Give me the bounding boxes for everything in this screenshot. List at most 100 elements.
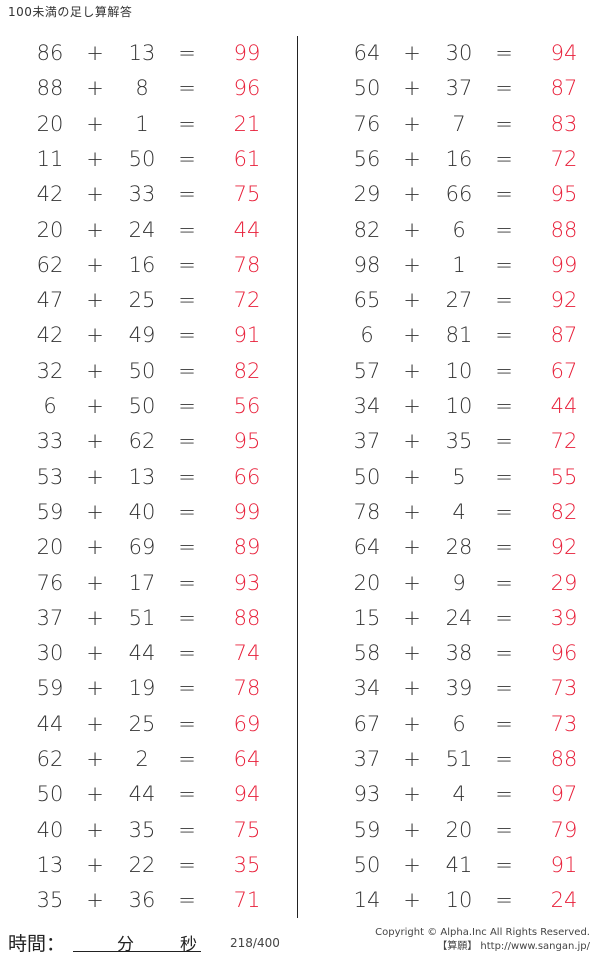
equals-sign: =	[495, 323, 513, 348]
answer: 92	[550, 535, 578, 560]
addend-a: 20	[36, 535, 64, 560]
answer: 72	[233, 288, 261, 313]
addend-b: 27	[445, 288, 473, 313]
problem-row: 50 +41 = 91	[354, 850, 600, 880]
problem-row: 82 +6 = 88	[354, 215, 600, 245]
addend-a: 14	[353, 888, 381, 913]
plus-sign: +	[403, 394, 421, 418]
addend-a: 50	[353, 852, 381, 877]
equals-sign: =	[178, 429, 196, 454]
addend-b: 9	[452, 570, 466, 595]
equals-sign: =	[178, 217, 196, 242]
answer: 88	[233, 605, 261, 630]
problem-row: 42 +49 = 91	[37, 320, 340, 350]
addend-b: 28	[445, 535, 473, 560]
answer: 78	[233, 252, 261, 277]
plus-sign: +	[86, 535, 104, 560]
addend-b: 10	[445, 888, 473, 913]
plus-sign: +	[403, 817, 421, 842]
addend-b: 39	[445, 676, 473, 701]
equals-sign: =	[495, 288, 513, 313]
plus-sign: +	[403, 535, 421, 560]
plus-sign: +	[403, 111, 421, 136]
equals-sign: =	[178, 605, 196, 630]
answer: 88	[550, 217, 578, 242]
plus-sign: +	[86, 146, 104, 171]
addend-a: 13	[36, 852, 64, 877]
answer: 78	[233, 676, 261, 701]
equals-sign: =	[178, 570, 196, 595]
answer: 94	[550, 41, 578, 65]
answer: 35	[233, 852, 261, 877]
answer: 79	[550, 817, 578, 842]
equals-sign: =	[495, 782, 513, 807]
problem-row: 44 +25 = 69	[37, 709, 340, 739]
answer: 88	[550, 747, 578, 771]
problem-row: 47 +25 = 72	[37, 285, 340, 315]
problem-row: 98 +1 = 99	[354, 250, 600, 280]
addend-a: 37	[353, 429, 381, 454]
plus-sign: +	[86, 429, 104, 454]
problem-row: 30 +44 = 74	[37, 638, 340, 668]
problem-row: 35 +36 = 71	[37, 885, 340, 915]
plus-sign: +	[86, 888, 104, 913]
equals-sign: =	[495, 605, 513, 630]
plus-sign: +	[86, 782, 104, 807]
addend-a: 82	[353, 217, 381, 242]
problem-row: 33 +62 = 95	[37, 426, 340, 456]
plus-sign: +	[86, 323, 104, 348]
addend-b: 22	[128, 852, 156, 877]
problem-row: 34 +39 = 73	[354, 673, 600, 703]
answer: 24	[550, 888, 578, 913]
equals-sign: =	[495, 852, 513, 877]
equals-sign: =	[495, 711, 513, 736]
equals-sign: =	[178, 852, 196, 877]
addend-a: 20	[353, 570, 381, 595]
answer: 66	[233, 464, 261, 489]
addend-b: 81	[445, 323, 473, 348]
addend-a: 93	[353, 782, 381, 807]
problem-row: 34 +10 = 44	[354, 391, 600, 421]
addend-a: 65	[353, 288, 381, 313]
answer: 21	[233, 111, 261, 136]
plus-sign: +	[86, 464, 104, 489]
plus-sign: +	[403, 146, 421, 171]
problem-row: 67 +6 = 73	[354, 709, 600, 739]
problem-row: 59 +20 = 79	[354, 815, 600, 845]
addend-a: 47	[36, 288, 64, 313]
addend-b: 13	[128, 464, 156, 489]
addend-b: 24	[445, 605, 473, 630]
answer: 72	[550, 146, 578, 171]
addend-a: 20	[36, 217, 64, 242]
addend-a: 58	[353, 641, 381, 666]
addend-a: 64	[353, 535, 381, 560]
plus-sign: +	[403, 429, 421, 454]
addend-b: 41	[445, 852, 473, 877]
answer: 99	[550, 252, 578, 277]
problem-row: 53 +13 = 66	[37, 462, 340, 492]
addend-b: 8	[135, 76, 149, 101]
equals-sign: =	[495, 252, 513, 277]
answer: 87	[550, 323, 578, 348]
equals-sign: =	[178, 182, 196, 207]
addend-a: 11	[36, 146, 64, 171]
plus-sign: +	[86, 252, 104, 277]
answer: 87	[550, 76, 578, 101]
page-title: 100未満の足し算解答	[8, 5, 133, 19]
answer: 61	[233, 146, 261, 171]
addend-a: 30	[36, 641, 64, 666]
addend-a: 57	[353, 358, 381, 383]
problem-row: 64 +28 = 92	[354, 532, 600, 562]
plus-sign: +	[403, 252, 421, 277]
problem-row: 20 +69 = 89	[37, 532, 340, 562]
addend-b: 10	[445, 358, 473, 383]
addend-b: 6	[452, 711, 466, 736]
answer: 56	[233, 394, 261, 418]
addend-b: 5	[452, 464, 466, 489]
addend-a: 37	[353, 747, 381, 771]
addend-b: 7	[452, 111, 466, 136]
answer: 75	[233, 182, 261, 207]
problem-row: 20 +1 = 21	[37, 109, 340, 139]
equals-sign: =	[495, 111, 513, 136]
equals-sign: =	[495, 182, 513, 207]
